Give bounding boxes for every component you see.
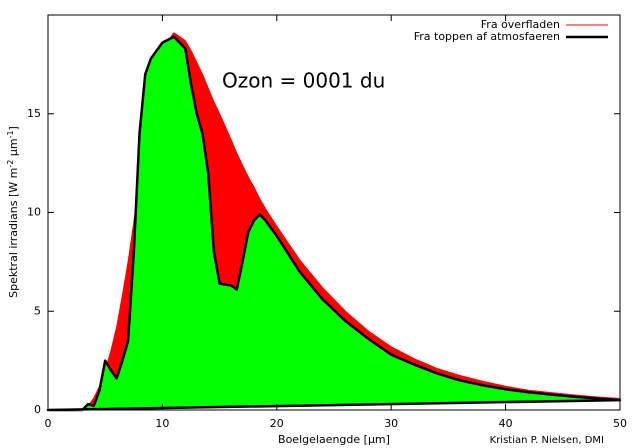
x-tick-label: 50 — [613, 417, 627, 430]
x-tick-label: 20 — [270, 417, 284, 430]
x-tick-label: 10 — [155, 417, 169, 430]
annotation: Ozon = 0001 du — [222, 69, 385, 93]
area-series — [46, 35, 622, 412]
y-label-part: ] — [7, 126, 20, 130]
credit: Kristian P. Nielsen, DMI — [490, 435, 604, 446]
x-axis-label: Boelgelaengde [µm] — [278, 433, 390, 446]
y-label-part: Spektral irradians [W m — [7, 168, 20, 298]
legend-label: Fra overfladen — [481, 18, 560, 31]
x-tick-label: 30 — [384, 417, 398, 430]
y-label-sup: -1 — [6, 130, 15, 138]
y-axis-label: Spektral irradians [W m-2 µm-1] — [6, 126, 21, 298]
y-tick-label: 5 — [34, 304, 41, 317]
y-tick-label: 10 — [27, 206, 41, 219]
y-label-sup: -2 — [6, 160, 15, 168]
legend-label: Fra toppen af atmosfaeren — [414, 30, 560, 43]
y-label-part: µm — [7, 138, 20, 159]
x-tick-label: 0 — [45, 417, 52, 430]
y-tick-label: 15 — [27, 107, 41, 120]
y-tick-label: 0 — [34, 403, 41, 416]
x-tick-label: 40 — [499, 417, 513, 430]
